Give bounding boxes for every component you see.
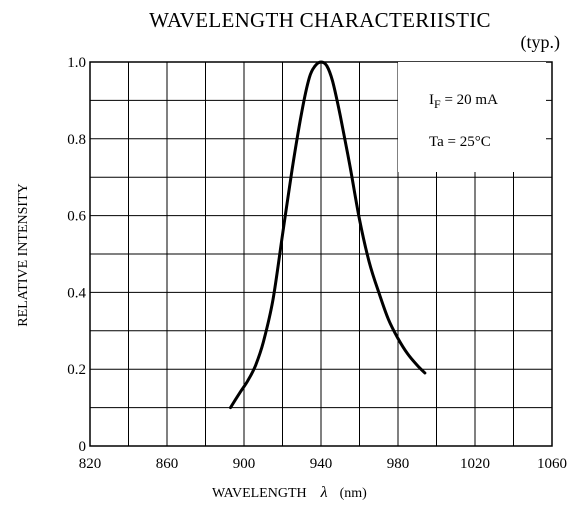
x-tick-labels: 820 860 900 940 980 1020 1060 xyxy=(79,456,567,472)
y-axis-title: RELATIVE INTENSITY xyxy=(16,183,31,326)
legend-box xyxy=(398,62,546,172)
chart-subtitle: (typ.) xyxy=(520,32,561,52)
x-tick-label-860: 860 xyxy=(156,456,179,472)
x-tick-label-900: 900 xyxy=(233,456,256,472)
x-axis-title-unit: (nm) xyxy=(340,486,368,501)
ta-annotation: Ta = 25°C xyxy=(429,134,491,150)
if-subscript: F xyxy=(434,97,441,111)
x-axis-title-symbol: λ xyxy=(320,484,328,501)
x-axis-title-text: WAVELENGTH xyxy=(212,486,307,501)
y-tick-label-1: 0.2 xyxy=(67,362,86,378)
if-value: = 20 mA xyxy=(441,92,498,108)
x-tick-label-1060: 1060 xyxy=(537,456,567,472)
if-annotation: IF = 20 mA xyxy=(429,92,498,111)
y-tick-labels: 0 0.2 0.4 0.6 0.8 1.0 xyxy=(67,55,86,455)
x-tick-label-940: 940 xyxy=(310,456,333,472)
x-tick-label-820: 820 xyxy=(79,456,102,472)
y-tick-label-0: 0 xyxy=(79,439,87,455)
y-tick-label-2: 0.4 xyxy=(67,285,86,301)
x-tick-label-1020: 1020 xyxy=(460,456,490,472)
x-tick-label-980: 980 xyxy=(387,456,410,472)
chart-title: WAVELENGTH CHARACTERIISTIC xyxy=(149,8,491,32)
y-tick-label-3: 0.6 xyxy=(67,209,86,225)
y-tick-label-5: 1.0 xyxy=(67,55,86,71)
series-line xyxy=(229,60,427,410)
x-axis-title: WAVELENGTH λ (nm) xyxy=(212,484,367,501)
y-tick-label-4: 0.8 xyxy=(67,132,86,148)
if-label: I xyxy=(429,92,434,108)
